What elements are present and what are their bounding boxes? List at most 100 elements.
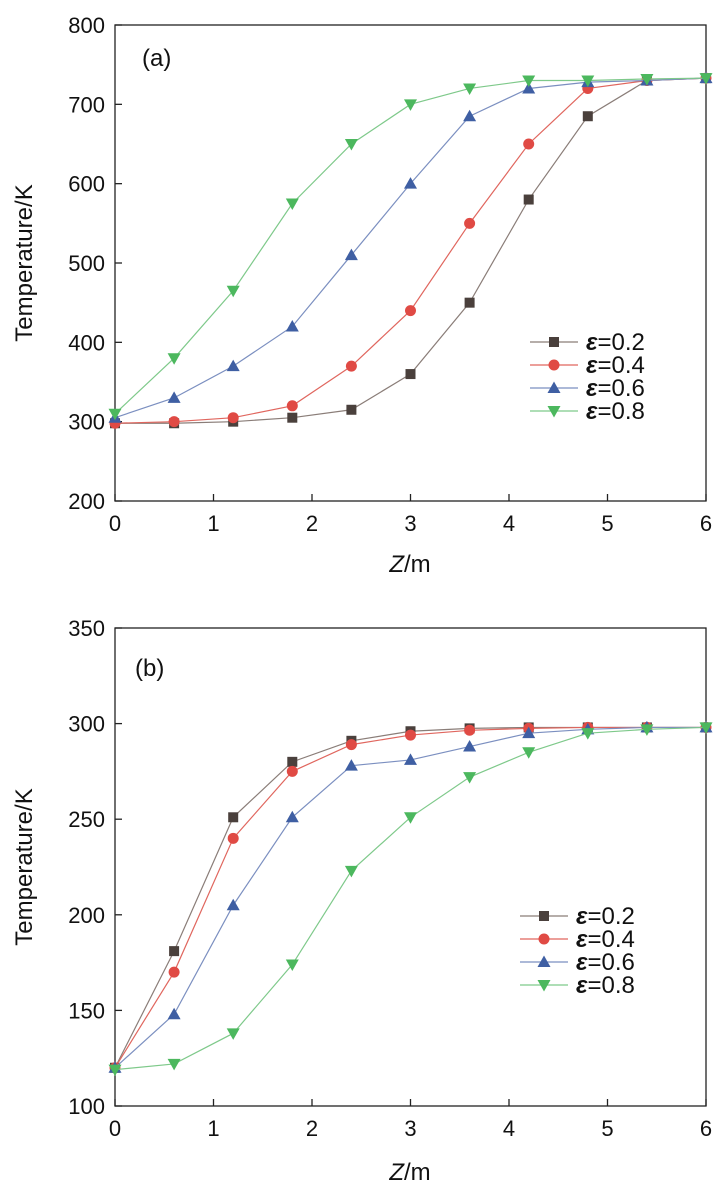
data-point <box>227 832 239 844</box>
x-tick-label: 3 <box>404 511 416 536</box>
y-tick-label: 800 <box>68 13 105 38</box>
data-point <box>699 722 713 734</box>
x-tick-label: 3 <box>404 1116 416 1141</box>
x-axis-label-italic: Z <box>388 551 405 578</box>
data-point <box>167 353 181 365</box>
legend-label: ε=0.2 <box>586 329 645 356</box>
legend-marker <box>539 911 549 921</box>
data-point <box>582 111 593 122</box>
data-point <box>405 729 416 741</box>
legend: ε=0.2ε=0.4ε=0.6ε=0.8 <box>520 903 635 999</box>
data-point <box>640 73 654 86</box>
data-point <box>344 248 358 261</box>
legend-symbol: ε <box>586 329 598 356</box>
x-axis-label-unit: /m <box>404 1159 431 1186</box>
data-point <box>404 753 417 765</box>
data-point <box>344 865 358 878</box>
data-point <box>404 177 417 189</box>
x-tick-label: 4 <box>503 511 515 536</box>
data-point <box>522 75 536 88</box>
data-point <box>226 898 240 911</box>
data-point <box>169 946 180 957</box>
series-triangle-up <box>108 71 713 423</box>
data-point <box>405 369 416 380</box>
series-triangle-up <box>108 720 713 1073</box>
series-triangle-down <box>108 73 713 421</box>
legend-entry: ε=0.6 <box>520 949 635 976</box>
x-tick-label: 5 <box>601 1116 613 1141</box>
legend-entry: ε=0.4 <box>520 926 635 953</box>
legend-symbol: ε <box>576 903 588 930</box>
legend-value: =0.6 <box>597 375 644 402</box>
y-tick-label: 400 <box>68 330 105 355</box>
data-point <box>228 812 239 823</box>
chart-panel-b: 0 1 2 3 4 5 6 100 150 200 250 300 350 (b) Temperatur… <box>11 616 713 1186</box>
x-tick-label: 0 <box>109 511 121 536</box>
legend-symbol: ε <box>586 398 598 425</box>
data-point <box>287 756 298 767</box>
data-point <box>463 740 477 752</box>
data-point <box>405 305 416 317</box>
data-point <box>226 285 240 298</box>
legend-value: =0.2 <box>587 903 634 930</box>
y-tick-label: 350 <box>68 616 105 641</box>
legend-label: ε=0.6 <box>576 949 635 976</box>
legend-label: ε=0.2 <box>576 903 635 930</box>
data-point <box>167 391 181 403</box>
data-point <box>285 319 299 332</box>
data-point <box>167 1007 181 1020</box>
legend-marker <box>537 980 551 992</box>
data-point <box>344 139 358 151</box>
x-tick-label: 4 <box>503 1116 515 1141</box>
data-point <box>404 812 417 824</box>
legend-symbol: ε <box>586 375 598 402</box>
legend-value: =0.8 <box>597 398 644 425</box>
data-point <box>523 194 534 205</box>
data-point <box>285 810 299 823</box>
data-point <box>108 1064 122 1077</box>
series-square <box>110 722 711 1073</box>
data-point <box>108 408 122 421</box>
legend-label: ε=0.8 <box>586 398 645 425</box>
series-line <box>114 726 707 1071</box>
series-line <box>114 726 706 1069</box>
legend-value: =0.4 <box>587 926 634 953</box>
x-axis-label-unit: /m <box>404 551 431 578</box>
x-tick-label: 2 <box>306 511 318 536</box>
legend-label: ε=0.4 <box>586 352 645 379</box>
legend-label: ε=0.4 <box>576 926 635 953</box>
legend-value: =0.6 <box>587 949 634 976</box>
x-axis-label: Z/m <box>388 551 430 578</box>
legend-entry: ε=0.6 <box>530 375 645 402</box>
y-tick-label: 100 <box>68 1094 105 1119</box>
legend-symbol: ε <box>576 949 588 976</box>
legend-entry: ε=0.8 <box>520 972 635 999</box>
y-tick-label: 250 <box>68 807 105 832</box>
y-tick-label: 200 <box>68 489 105 514</box>
y-tick-label: 300 <box>68 410 105 435</box>
legend: ε=0.2ε=0.4ε=0.6ε=0.8 <box>530 329 645 425</box>
series-triangle-down <box>108 722 713 1077</box>
y-axis-label: Temperature/K <box>11 184 38 341</box>
data-point <box>463 83 477 95</box>
series-line <box>114 726 706 1069</box>
y-tick-label: 700 <box>68 92 105 117</box>
data-point <box>699 73 713 85</box>
panel-label: (a) <box>142 45 171 72</box>
legend-symbol: ε <box>576 972 588 999</box>
data-point <box>463 772 477 784</box>
x-tick-label: 1 <box>207 511 219 536</box>
data-point <box>346 404 357 415</box>
data-point <box>167 1058 181 1071</box>
data-point <box>345 739 357 751</box>
data-point <box>523 138 535 150</box>
series-circle <box>109 721 712 1074</box>
data-point <box>463 109 477 122</box>
data-point <box>640 724 654 736</box>
series-line <box>114 726 706 1069</box>
x-tick-label: 2 <box>306 1116 318 1141</box>
data-point <box>522 726 536 739</box>
x-axis-label: Z/m <box>388 1159 430 1186</box>
data-point <box>286 400 298 412</box>
data-point <box>285 198 299 210</box>
